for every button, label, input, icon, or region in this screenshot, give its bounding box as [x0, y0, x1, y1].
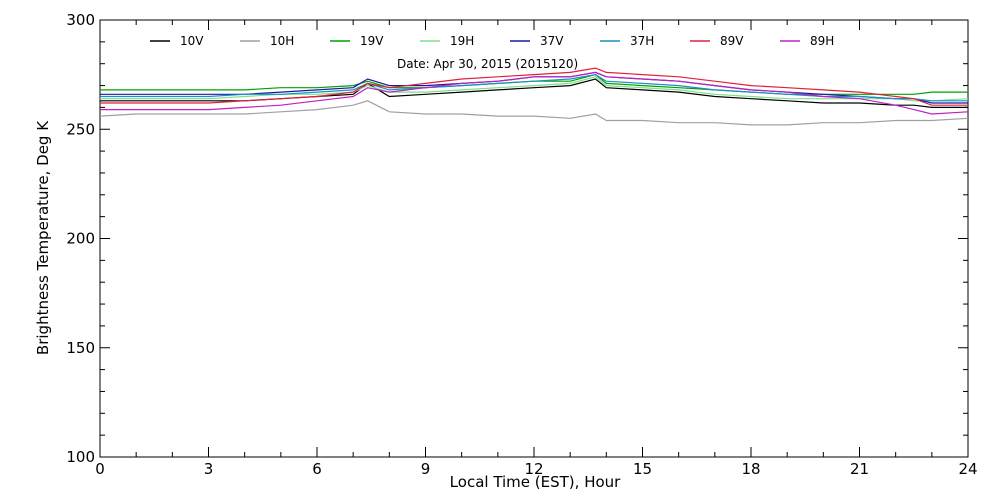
x-tick-label: 18 — [741, 460, 760, 478]
axes: 0 3 6 9 12 15 18 21 24 100 150 200 250 300 — [66, 11, 977, 478]
series-line-19v — [100, 73, 968, 95]
x-tick-label: 3 — [204, 460, 214, 478]
series-lines — [99, 67, 969, 126]
legend-label-37h: 37H — [630, 34, 654, 48]
x-tick-label: 9 — [421, 460, 431, 478]
y-tick-label: 200 — [66, 230, 95, 248]
x-tick-label: 24 — [958, 460, 977, 478]
series-line-19h — [100, 76, 969, 102]
x-tick-label: 6 — [312, 460, 322, 478]
x-tick-label: 12 — [524, 460, 543, 478]
legend-label-89v: 89V — [720, 34, 744, 48]
legend: 10V 10H 19V 19H 37V 37H 89V 89H — [150, 34, 834, 48]
series-line-10v — [100, 78, 968, 109]
y-tick-label: 300 — [66, 11, 95, 29]
date-annotation: Date: Apr 30, 2015 (2015120) — [397, 57, 578, 71]
x-tick-label: 15 — [633, 460, 652, 478]
legend-label-37v: 37V — [540, 34, 564, 48]
series-line-89v — [100, 67, 968, 106]
x-tick-label: 21 — [850, 460, 869, 478]
legend-label-10h: 10H — [270, 34, 294, 48]
series-line-10h — [99, 100, 969, 126]
legend-label-19v: 19V — [360, 34, 384, 48]
x-axis-label: Local Time (EST), Hour — [450, 473, 621, 491]
series-line-37h — [100, 73, 968, 102]
legend-label-10v: 10V — [180, 34, 204, 48]
y-axis-label: Brightness Temperature, Deg K — [34, 120, 52, 355]
series-line-89h — [100, 71, 969, 115]
y-tick-label: 250 — [66, 120, 95, 138]
legend-label-89h: 89H — [810, 34, 834, 48]
y-tick-label: 100 — [66, 448, 95, 466]
legend-label-19h: 19H — [450, 34, 474, 48]
x-tick-label: 0 — [95, 460, 105, 478]
y-tick-label: 150 — [66, 339, 95, 357]
